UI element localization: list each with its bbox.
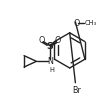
- Text: S: S: [46, 42, 53, 51]
- Text: N: N: [47, 57, 53, 66]
- Text: Br: Br: [72, 86, 81, 95]
- Text: O: O: [39, 36, 45, 45]
- Text: O: O: [54, 36, 60, 45]
- Text: CH₃: CH₃: [85, 20, 97, 26]
- Text: O: O: [73, 19, 79, 28]
- Text: H: H: [50, 67, 55, 73]
